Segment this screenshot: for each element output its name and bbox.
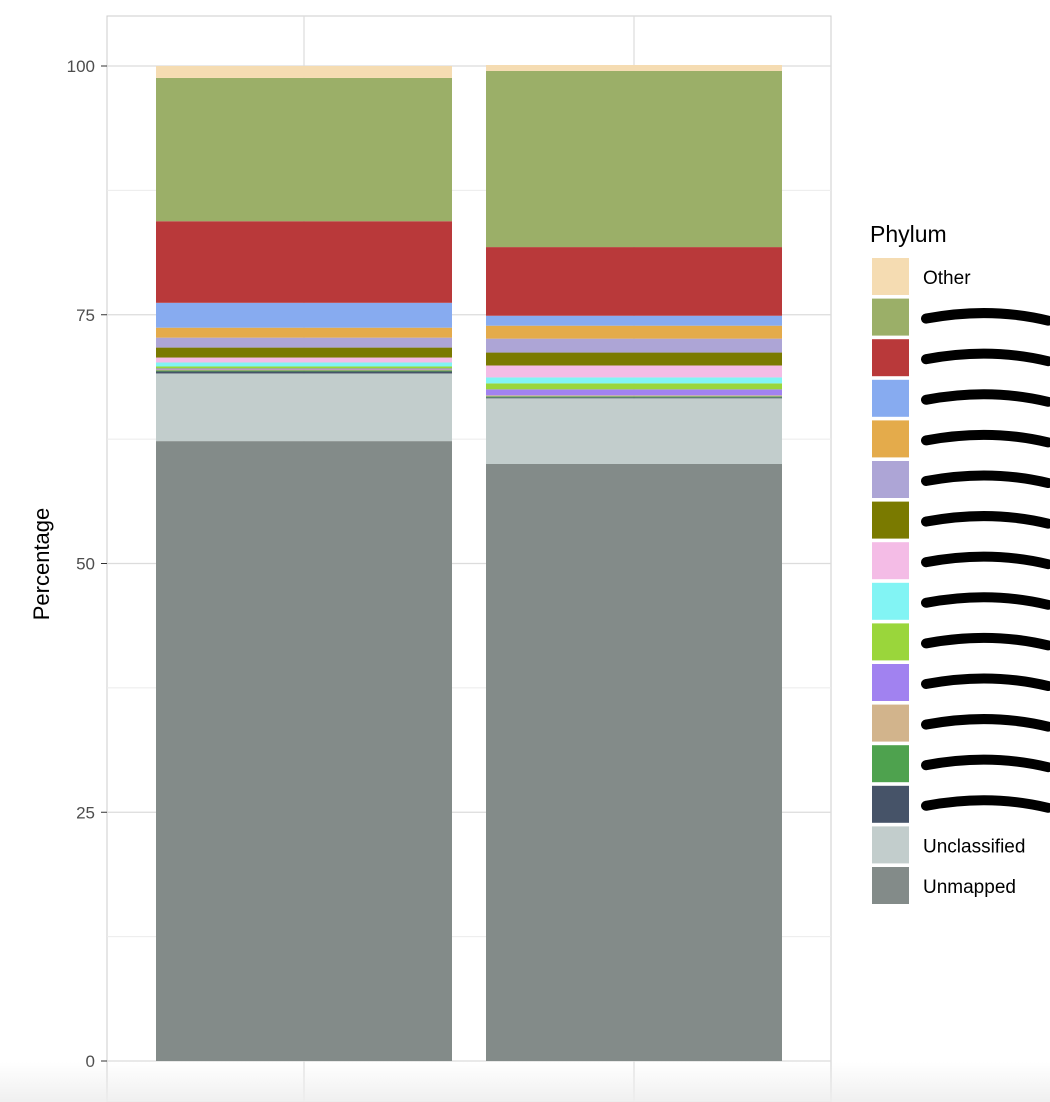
bar-segment [156, 366, 452, 369]
bar-segment [156, 77, 452, 222]
bar-segment [156, 362, 452, 367]
redacted-legend-label [921, 592, 1050, 610]
redacted-legend-label [921, 429, 1050, 448]
y-tick-label: 75 [76, 306, 95, 325]
bar-segment [486, 398, 782, 464]
bar-segment [486, 377, 782, 384]
legend-key [872, 623, 909, 661]
bar-segment [486, 325, 782, 339]
redacted-legend-label [921, 632, 1050, 651]
bar-segment [156, 66, 452, 78]
redacted-legend-label [921, 714, 1050, 732]
legend-title: Phylum [870, 221, 947, 247]
y-axis-ticks: 0 25 50 75 100 [67, 57, 107, 1071]
bar-segment [486, 397, 782, 399]
redacted-legend-label [921, 511, 1050, 529]
bar-segment [156, 221, 452, 303]
bar-segment [486, 70, 782, 248]
bar-segment [486, 352, 782, 366]
legend-key [872, 785, 909, 823]
legend: Other Unclassified Unmapped [872, 258, 1050, 904]
redacted-legend-label [921, 389, 1050, 407]
bar-segment [156, 369, 452, 371]
legend-key [872, 826, 909, 864]
legend-label: Other [923, 268, 971, 289]
legend-key [872, 461, 909, 498]
redacted-legend-label [921, 348, 1050, 367]
legend-key [872, 420, 909, 458]
redacted-legend-label [921, 470, 1050, 488]
legend-key [872, 745, 909, 783]
bar-segment [156, 368, 452, 370]
redacted-legend-label [921, 795, 1050, 813]
bar-segment [486, 389, 782, 396]
legend-key [872, 298, 909, 336]
bar-segment [486, 315, 782, 326]
legend-key [872, 704, 909, 742]
bottom-fade [0, 1062, 1050, 1102]
bar-segment [486, 338, 782, 353]
legend-label: Unmapped [923, 877, 1016, 898]
redacted-legend-label [921, 308, 1050, 326]
redacted-legend-label [921, 673, 1050, 691]
legend-key [872, 664, 909, 701]
legend-label: Unclassified [923, 836, 1025, 857]
legend-key [872, 867, 909, 904]
bar-segment [156, 373, 452, 442]
legend-key [872, 379, 909, 417]
bar-segment [156, 347, 452, 358]
y-tick-label: 25 [76, 803, 95, 822]
bar-segment [486, 396, 782, 398]
bar-segment [486, 65, 782, 71]
legend-key [872, 542, 909, 580]
bar-segment [486, 464, 782, 1061]
legend-key [872, 501, 909, 539]
bar-segment [486, 395, 782, 397]
y-tick-label: 50 [76, 555, 95, 574]
bar-segment [156, 357, 452, 363]
bars [156, 65, 782, 1061]
y-tick-label: 0 [86, 1052, 95, 1071]
legend-key [872, 339, 909, 377]
redacted-legend-label [921, 551, 1050, 570]
y-axis-title: Percentage [29, 508, 54, 621]
bar-segment [156, 337, 452, 348]
bar-segment [156, 302, 452, 328]
redacted-legend-label [921, 754, 1050, 773]
legend-key [872, 258, 909, 295]
legend-key [872, 582, 909, 620]
bar-segment [156, 441, 452, 1061]
bar-segment [486, 247, 782, 316]
bar-segment [156, 327, 452, 338]
bar-segment [486, 383, 782, 390]
y-tick-label: 100 [67, 57, 95, 76]
bar-segment [486, 365, 782, 378]
bar-segment [156, 370, 452, 372]
bar-segment [156, 371, 452, 374]
